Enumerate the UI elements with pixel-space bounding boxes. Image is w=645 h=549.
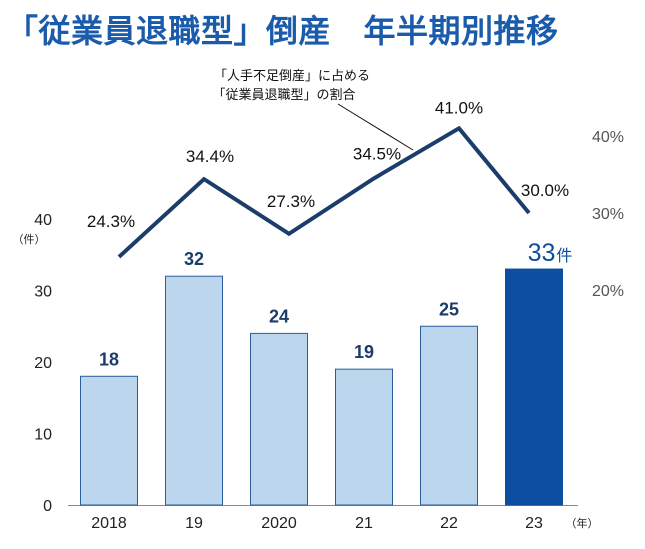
- bar-value-label: 25: [439, 299, 459, 319]
- bar-23: [505, 268, 563, 506]
- line-value-label: 34.5%: [353, 144, 401, 163]
- line-value-label: 30.0%: [521, 181, 569, 200]
- bar-value-label: 19: [354, 342, 374, 362]
- x-tick-label: 19: [185, 515, 203, 532]
- x-tick-label: 23: [525, 515, 543, 532]
- annotation-line-2: 「従業員退職型」の割合: [212, 87, 355, 103]
- bar-2018: [80, 375, 138, 506]
- y-tick-label: 0: [43, 498, 52, 515]
- bar-value-label: 18: [99, 349, 119, 369]
- chart-title: 「従業員退職型」倒産 年半期別推移: [6, 12, 559, 50]
- x-tick-label: 22: [440, 515, 458, 532]
- x-tick-label: 2018: [91, 515, 127, 532]
- y-tick-label: 40: [34, 212, 52, 229]
- bar-value-label: 32: [184, 249, 204, 269]
- line-value-label: 41.0%: [435, 98, 483, 117]
- bar-value-label: 33件: [528, 239, 573, 267]
- bar-22: [420, 325, 478, 506]
- line-value-label: 24.3%: [87, 212, 135, 231]
- x-tick-label: 2020: [261, 515, 297, 532]
- bar-19: [165, 275, 223, 506]
- line-value-label: 27.3%: [267, 192, 315, 211]
- line-value-label: 34.4%: [186, 147, 234, 166]
- y-tick-label: 30: [34, 284, 52, 301]
- y2-tick-label: 20%: [592, 283, 624, 300]
- bar-2020: [250, 332, 308, 506]
- annotation-line-1: 「人手不足倒産」に占める: [214, 68, 370, 84]
- y2-tick-label: 40%: [592, 129, 624, 146]
- bar-value-label: 24: [269, 306, 289, 326]
- y-tick-label: 10: [34, 427, 52, 444]
- bar-21: [335, 368, 393, 506]
- line-series: [117, 125, 531, 259]
- annotation-leader: [337, 103, 414, 151]
- y-axis-unit: （件）: [13, 233, 46, 246]
- y2-tick-label: 30%: [592, 206, 624, 223]
- x-tick-label: 21: [355, 515, 373, 532]
- x-axis-unit: （年）: [566, 516, 599, 530]
- y-tick-label: 20: [34, 355, 52, 372]
